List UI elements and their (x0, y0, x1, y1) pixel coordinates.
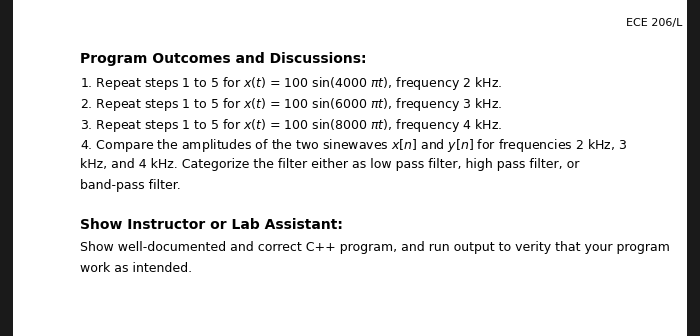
Text: work as intended.: work as intended. (80, 262, 193, 275)
Bar (0, 0, 13, 336)
Text: 1. Repeat steps 1 to 5 for $x(t)$ = 100 sin(4000 $\pi t$), frequency 2 kHz.: 1. Repeat steps 1 to 5 for $x(t)$ = 100 … (80, 75, 503, 92)
Text: ECE 206/L: ECE 206/L (626, 18, 682, 29)
Text: Show Instructor or Lab Assistant:: Show Instructor or Lab Assistant: (80, 218, 344, 233)
Text: 2. Repeat steps 1 to 5 for $x(t)$ = 100 sin(6000 $\pi t$), frequency 3 kHz.: 2. Repeat steps 1 to 5 for $x(t)$ = 100 … (80, 96, 503, 113)
Text: Program Outcomes and Discussions:: Program Outcomes and Discussions: (80, 52, 367, 66)
Text: Show well-documented and correct C++ program, and run output to verity that your: Show well-documented and correct C++ pro… (80, 241, 671, 254)
Bar (687, 0, 700, 336)
Text: 3. Repeat steps 1 to 5 for $x(t)$ = 100 sin(8000 $\pi t$), frequency 4 kHz.: 3. Repeat steps 1 to 5 for $x(t)$ = 100 … (80, 117, 503, 134)
Text: 4. Compare the amplitudes of the two sinewaves $x[n]$ and $y[n]$ for frequencies: 4. Compare the amplitudes of the two sin… (80, 137, 628, 155)
Text: band-pass filter.: band-pass filter. (80, 179, 181, 192)
Text: kHz, and 4 kHz. Categorize the filter either as low pass filter, high pass filte: kHz, and 4 kHz. Categorize the filter ei… (80, 158, 580, 171)
